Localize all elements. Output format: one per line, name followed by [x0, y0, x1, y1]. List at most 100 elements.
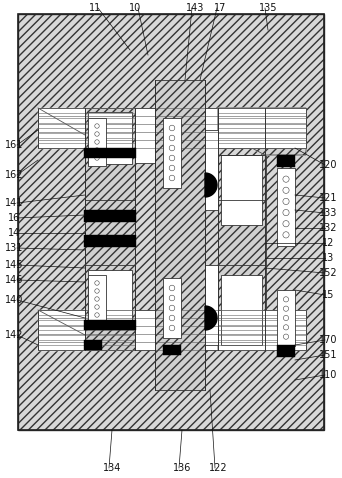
Text: 161: 161 — [5, 140, 23, 150]
Bar — [218, 108, 306, 148]
Bar — [38, 108, 306, 148]
Bar — [135, 108, 155, 163]
Text: 135: 135 — [259, 3, 277, 13]
Bar — [277, 155, 295, 167]
Circle shape — [95, 297, 99, 301]
Bar — [163, 345, 181, 355]
Polygon shape — [218, 310, 306, 350]
Circle shape — [169, 315, 175, 321]
Text: 14: 14 — [8, 228, 20, 238]
Polygon shape — [205, 173, 217, 197]
Bar — [88, 270, 132, 322]
Circle shape — [283, 220, 289, 227]
Circle shape — [95, 132, 99, 136]
Polygon shape — [218, 108, 306, 155]
Text: 132: 132 — [319, 223, 337, 233]
Text: 11: 11 — [89, 3, 101, 13]
Bar — [88, 112, 132, 164]
Circle shape — [95, 140, 99, 144]
Circle shape — [95, 148, 99, 152]
Circle shape — [283, 209, 289, 216]
Bar — [218, 155, 266, 350]
Circle shape — [169, 165, 175, 171]
Circle shape — [169, 175, 175, 181]
Bar — [84, 148, 136, 158]
Text: 136: 136 — [173, 463, 191, 473]
Circle shape — [95, 305, 99, 309]
Text: 120: 120 — [319, 160, 337, 170]
Text: 145: 145 — [5, 260, 23, 270]
Circle shape — [169, 325, 175, 331]
Text: 143: 143 — [186, 3, 204, 13]
Bar — [218, 310, 306, 350]
Text: 10: 10 — [129, 3, 141, 13]
Circle shape — [284, 334, 289, 339]
Bar — [277, 168, 295, 246]
Text: 146: 146 — [5, 275, 23, 285]
Polygon shape — [38, 310, 85, 350]
Bar — [163, 278, 181, 338]
Text: 140: 140 — [5, 295, 23, 305]
Bar — [38, 108, 85, 148]
Text: 110: 110 — [319, 370, 337, 380]
Circle shape — [169, 305, 175, 311]
Circle shape — [169, 145, 175, 151]
Bar — [84, 210, 136, 222]
Text: 13: 13 — [322, 253, 334, 263]
Circle shape — [169, 285, 175, 291]
Bar — [84, 320, 136, 330]
Circle shape — [95, 281, 99, 285]
Polygon shape — [218, 108, 306, 155]
Circle shape — [283, 187, 289, 194]
Circle shape — [169, 125, 175, 131]
Bar — [205, 265, 218, 345]
Text: 16: 16 — [8, 213, 20, 223]
Circle shape — [283, 176, 289, 182]
Bar — [18, 14, 324, 430]
Circle shape — [95, 124, 99, 128]
Text: 151: 151 — [319, 350, 337, 360]
Circle shape — [284, 297, 289, 302]
Polygon shape — [205, 306, 217, 330]
Text: 17: 17 — [214, 3, 226, 13]
Polygon shape — [38, 108, 85, 148]
Bar — [163, 118, 181, 188]
Circle shape — [95, 289, 99, 293]
Circle shape — [169, 155, 175, 161]
Text: 162: 162 — [5, 170, 23, 180]
Bar — [205, 130, 218, 210]
Bar — [84, 235, 136, 247]
Bar — [84, 340, 102, 350]
Bar — [18, 14, 324, 430]
Text: 15: 15 — [322, 290, 334, 300]
Circle shape — [95, 156, 99, 160]
Circle shape — [283, 198, 289, 205]
Circle shape — [284, 315, 289, 321]
Text: 133: 133 — [319, 208, 337, 218]
Text: 152: 152 — [319, 268, 337, 278]
Text: 131: 131 — [5, 243, 23, 253]
Circle shape — [284, 306, 289, 311]
Bar — [155, 80, 205, 390]
Text: 121: 121 — [319, 193, 337, 203]
Bar — [221, 275, 262, 345]
Bar — [88, 275, 106, 323]
Text: 170: 170 — [319, 335, 337, 345]
Circle shape — [283, 232, 289, 238]
Text: 122: 122 — [209, 463, 227, 473]
Text: 141: 141 — [5, 198, 23, 208]
Bar — [221, 155, 262, 225]
Text: 142: 142 — [5, 330, 23, 340]
Bar — [38, 310, 85, 350]
Text: 12: 12 — [322, 238, 334, 248]
Circle shape — [169, 135, 175, 141]
Circle shape — [169, 295, 175, 301]
Circle shape — [95, 313, 99, 317]
Bar — [88, 118, 106, 166]
Text: 134: 134 — [103, 463, 121, 473]
Bar — [85, 108, 135, 350]
Bar — [277, 290, 295, 346]
Circle shape — [284, 325, 289, 330]
Bar — [38, 310, 306, 350]
Bar — [277, 345, 295, 357]
